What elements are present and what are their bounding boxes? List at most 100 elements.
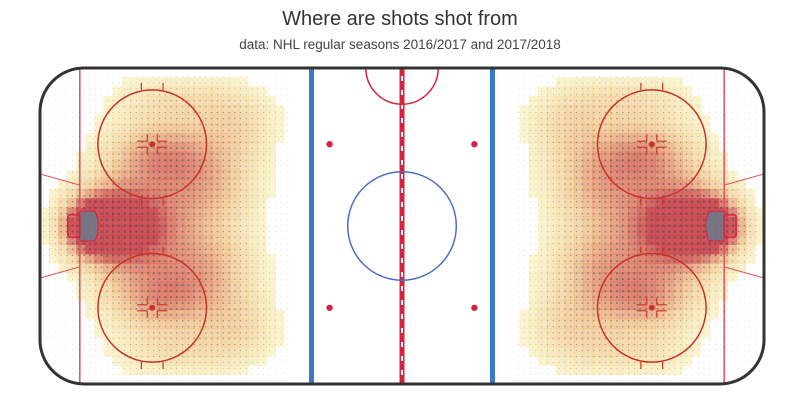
shot-dot <box>106 332 108 334</box>
density-cell <box>519 105 530 115</box>
shot-dot <box>633 295 636 299</box>
density-cell <box>592 114 602 125</box>
shot-dot <box>118 135 120 138</box>
density-cell <box>257 337 267 348</box>
shot-dot <box>581 153 584 156</box>
shot-dot <box>112 100 114 102</box>
shot-dot <box>257 94 259 96</box>
shot-dot <box>558 290 560 292</box>
shot-dot <box>169 206 173 209</box>
shot-dot <box>60 254 62 256</box>
shot-dot <box>541 338 543 340</box>
shot-dot <box>541 213 543 215</box>
density-cell <box>682 105 692 115</box>
shot-dot <box>49 159 50 161</box>
shot-dot <box>263 349 265 352</box>
density-cell <box>537 207 548 218</box>
shot-dot <box>153 337 155 340</box>
shot-dot <box>95 106 97 108</box>
density-cell <box>564 356 575 366</box>
density-cell <box>592 235 602 245</box>
density-cell <box>202 77 213 87</box>
shot-dot <box>621 254 624 257</box>
density-cell <box>628 142 638 153</box>
shot-dot <box>124 82 126 84</box>
shot-dot <box>274 367 276 369</box>
shot-dot <box>199 242 201 245</box>
density-cell <box>130 160 140 171</box>
shot-dot <box>175 176 178 180</box>
shot-dot <box>621 224 624 227</box>
shot-dot <box>222 153 225 156</box>
shot-dot <box>123 224 126 227</box>
shot-dot <box>523 350 525 351</box>
density-cell <box>564 235 575 245</box>
shot-dot <box>204 266 207 269</box>
shot-dot <box>176 361 178 364</box>
shot-dot <box>518 231 519 232</box>
shot-dot <box>164 111 166 114</box>
shot-dot <box>66 94 68 96</box>
shot-dot <box>610 141 613 144</box>
shot-dot <box>48 242 50 245</box>
density-cell <box>121 160 131 171</box>
density-cell <box>148 105 159 115</box>
shot-dot <box>546 141 549 144</box>
shot-dot <box>621 159 624 162</box>
shot-dot <box>141 349 143 352</box>
shot-dot <box>210 200 213 203</box>
shot-dot <box>193 183 196 185</box>
shot-dot <box>60 201 62 203</box>
shot-dot <box>552 177 554 179</box>
shot-dot <box>604 272 607 275</box>
density-cell <box>592 95 602 106</box>
density-cell <box>555 207 566 218</box>
density-cell <box>202 86 213 97</box>
shot-dot <box>616 302 618 304</box>
shot-dot <box>274 344 276 346</box>
shot-dot <box>593 361 595 363</box>
shot-dot <box>135 349 137 352</box>
density-cell <box>664 151 674 162</box>
shot-dot <box>633 284 636 287</box>
shot-dot <box>176 100 178 102</box>
shot-dot <box>633 117 636 120</box>
shot-dot <box>181 278 184 281</box>
shot-dot <box>89 373 91 375</box>
shot-dot <box>598 343 601 346</box>
shot-dot <box>193 254 196 257</box>
density-cell <box>601 281 611 292</box>
shot-dot <box>129 183 132 185</box>
shot-dot <box>169 171 173 174</box>
shot-dot <box>529 201 531 203</box>
shot-dot <box>216 349 219 352</box>
shot-dot <box>552 254 554 256</box>
shot-dot <box>524 373 525 375</box>
shot-dot <box>158 159 161 162</box>
shot-dot <box>205 337 207 340</box>
shot-dot <box>280 153 282 155</box>
density-cell <box>619 356 629 366</box>
shot-dot <box>546 111 549 114</box>
shot-dot <box>535 379 537 381</box>
density-cell <box>619 77 629 87</box>
density-cell <box>637 253 647 264</box>
shot-dot <box>153 373 155 375</box>
shot-dot <box>552 332 554 334</box>
shot-dot <box>43 272 44 274</box>
density-cell <box>76 198 86 208</box>
shot-dot <box>141 320 143 322</box>
shot-dot <box>593 117 595 120</box>
shot-dot <box>610 236 613 239</box>
density-cell <box>193 142 204 153</box>
shot-dot <box>193 355 195 358</box>
density-cell <box>94 188 104 199</box>
density-cell <box>574 253 584 264</box>
shot-dot <box>175 248 178 251</box>
shot-dot <box>181 331 184 334</box>
shot-dot <box>518 100 520 102</box>
density-cell <box>700 253 711 264</box>
shot-dot <box>169 278 173 281</box>
shot-dot <box>60 124 62 125</box>
shot-dot <box>274 308 276 310</box>
